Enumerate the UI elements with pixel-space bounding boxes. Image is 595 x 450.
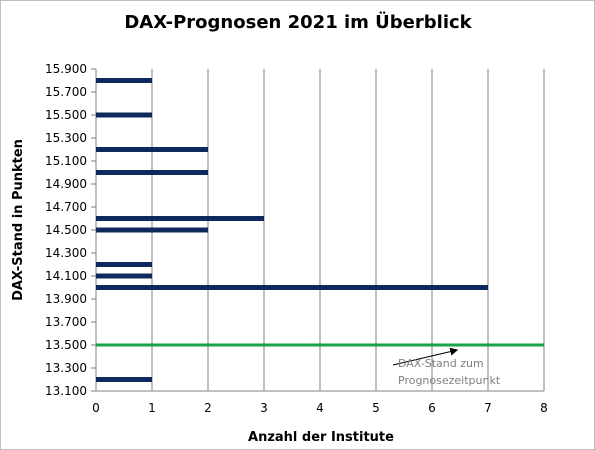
bar [96, 147, 208, 152]
annotation-arrow [392, 347, 459, 366]
annotation: DAX-Stand zum Prognosezeitpunkt [392, 347, 501, 387]
annotation-text-line1: DAX-Stand zum [398, 357, 484, 370]
bar [96, 262, 152, 267]
bar [96, 227, 208, 233]
x-axis-title: Anzahl der Institute [248, 430, 394, 445]
bar [96, 285, 488, 290]
y-tick-label: 14.100 [45, 269, 87, 283]
y-tick-label: 14.300 [45, 246, 87, 260]
bar [96, 112, 152, 118]
y-tick-label: 13.300 [45, 361, 87, 375]
x-tick-label: 3 [260, 401, 268, 415]
bar [96, 170, 208, 175]
y-tick-label: 15.700 [45, 85, 87, 99]
bar [96, 273, 152, 279]
y-tick-label: 14.700 [45, 200, 87, 214]
y-tick-label: 15.500 [45, 108, 87, 122]
y-tick-label: 13.900 [45, 292, 87, 306]
bar [96, 377, 152, 382]
bar [96, 216, 264, 221]
x-tick-label: 7 [484, 401, 492, 415]
y-tick-label: 14.500 [45, 223, 87, 237]
y-tick-label: 15.300 [45, 131, 87, 145]
bars [96, 78, 488, 382]
x-tick-label: 2 [204, 401, 212, 415]
annotation-text-line2: Prognosezeitpunkt [398, 374, 501, 387]
chart-title: DAX-Prognosen 2021 im Überblick [124, 11, 472, 33]
y-tick-label: 15.100 [45, 154, 87, 168]
x-tick-label: 0 [92, 401, 100, 415]
x-tick-labels: 0 1 2 3 4 5 6 7 8 [92, 401, 548, 415]
y-tick-label: 13.700 [45, 315, 87, 329]
x-tick-label: 1 [148, 401, 156, 415]
bar [96, 78, 152, 83]
x-tick-label: 6 [428, 401, 436, 415]
x-tick-label: 8 [540, 401, 548, 415]
y-tick-label: 14.900 [45, 177, 87, 191]
x-tick-label: 4 [316, 401, 324, 415]
y-tick-label: 13.500 [45, 338, 87, 352]
y-tick-label: 13.100 [45, 384, 87, 398]
y-axis-title: DAX-Stand in Punkten [11, 139, 26, 301]
grid-lines [95, 69, 545, 392]
y-tick-labels: 15.900 15.700 15.500 15.300 15.100 14.900 14.7… [45, 62, 96, 398]
y-tick-label: 15.900 [45, 62, 87, 76]
x-tick-label: 5 [372, 401, 380, 415]
